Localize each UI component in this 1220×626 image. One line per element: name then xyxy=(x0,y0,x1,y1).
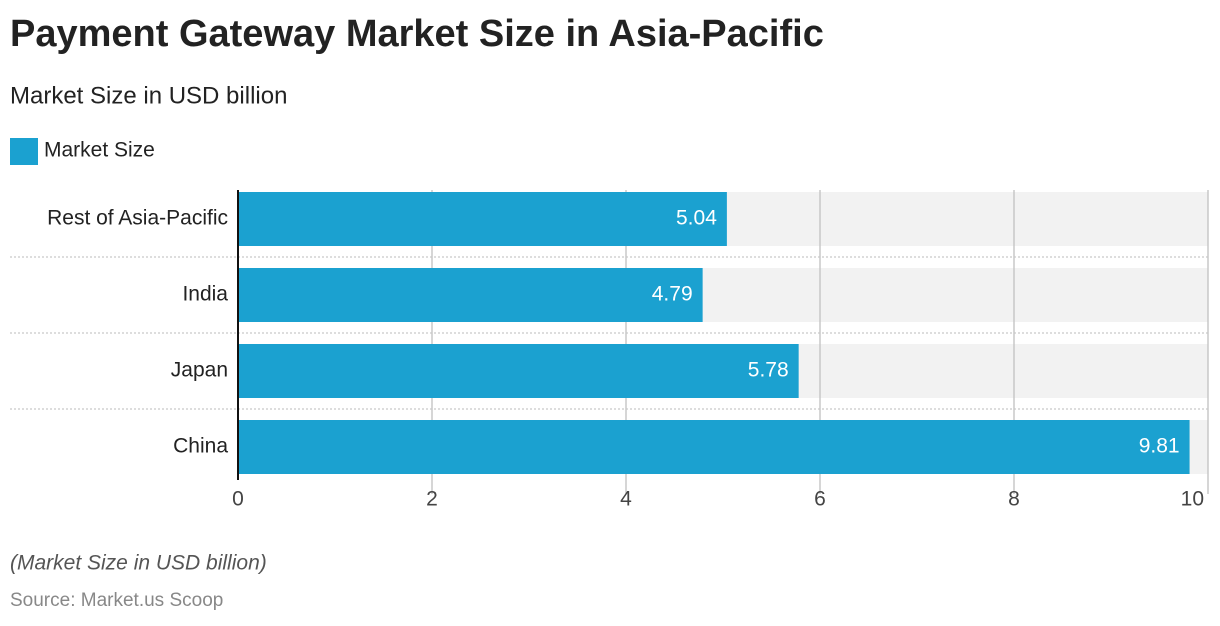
x-tick-label: 4 xyxy=(620,488,632,511)
chart-subtitle: Market Size in USD billion xyxy=(10,82,287,109)
y-tick-label: Rest of Asia-Pacific xyxy=(47,207,228,230)
y-tick-label: Japan xyxy=(171,359,228,382)
value-label: 4.79 xyxy=(652,283,693,306)
x-tick-label: 6 xyxy=(814,488,826,511)
bar xyxy=(238,344,799,398)
bar xyxy=(238,420,1190,474)
value-label: 5.04 xyxy=(676,207,717,230)
x-tick-label: 0 xyxy=(232,488,244,511)
y-tick-label: India xyxy=(182,283,228,306)
note: (Market Size in USD billion) xyxy=(10,552,267,575)
bar xyxy=(238,192,727,246)
x-tick-label: 2 xyxy=(426,488,438,511)
bar xyxy=(238,268,703,322)
value-label: 5.78 xyxy=(748,359,789,382)
legend-swatch xyxy=(10,138,38,165)
value-label: 9.81 xyxy=(1139,435,1180,458)
legend-label: Market Size xyxy=(44,139,155,162)
source: Source: Market.us Scoop xyxy=(10,590,223,611)
chart-title: Payment Gateway Market Size in Asia-Paci… xyxy=(10,13,824,55)
y-tick-label: China xyxy=(173,435,228,458)
x-tick-label: 8 xyxy=(1008,488,1020,511)
x-tick-label: 10 xyxy=(1181,488,1204,511)
